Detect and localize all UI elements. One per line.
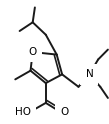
Text: N: N: [85, 69, 93, 79]
Text: O: O: [60, 107, 68, 117]
Text: O: O: [29, 47, 37, 57]
Text: HO: HO: [14, 107, 31, 117]
